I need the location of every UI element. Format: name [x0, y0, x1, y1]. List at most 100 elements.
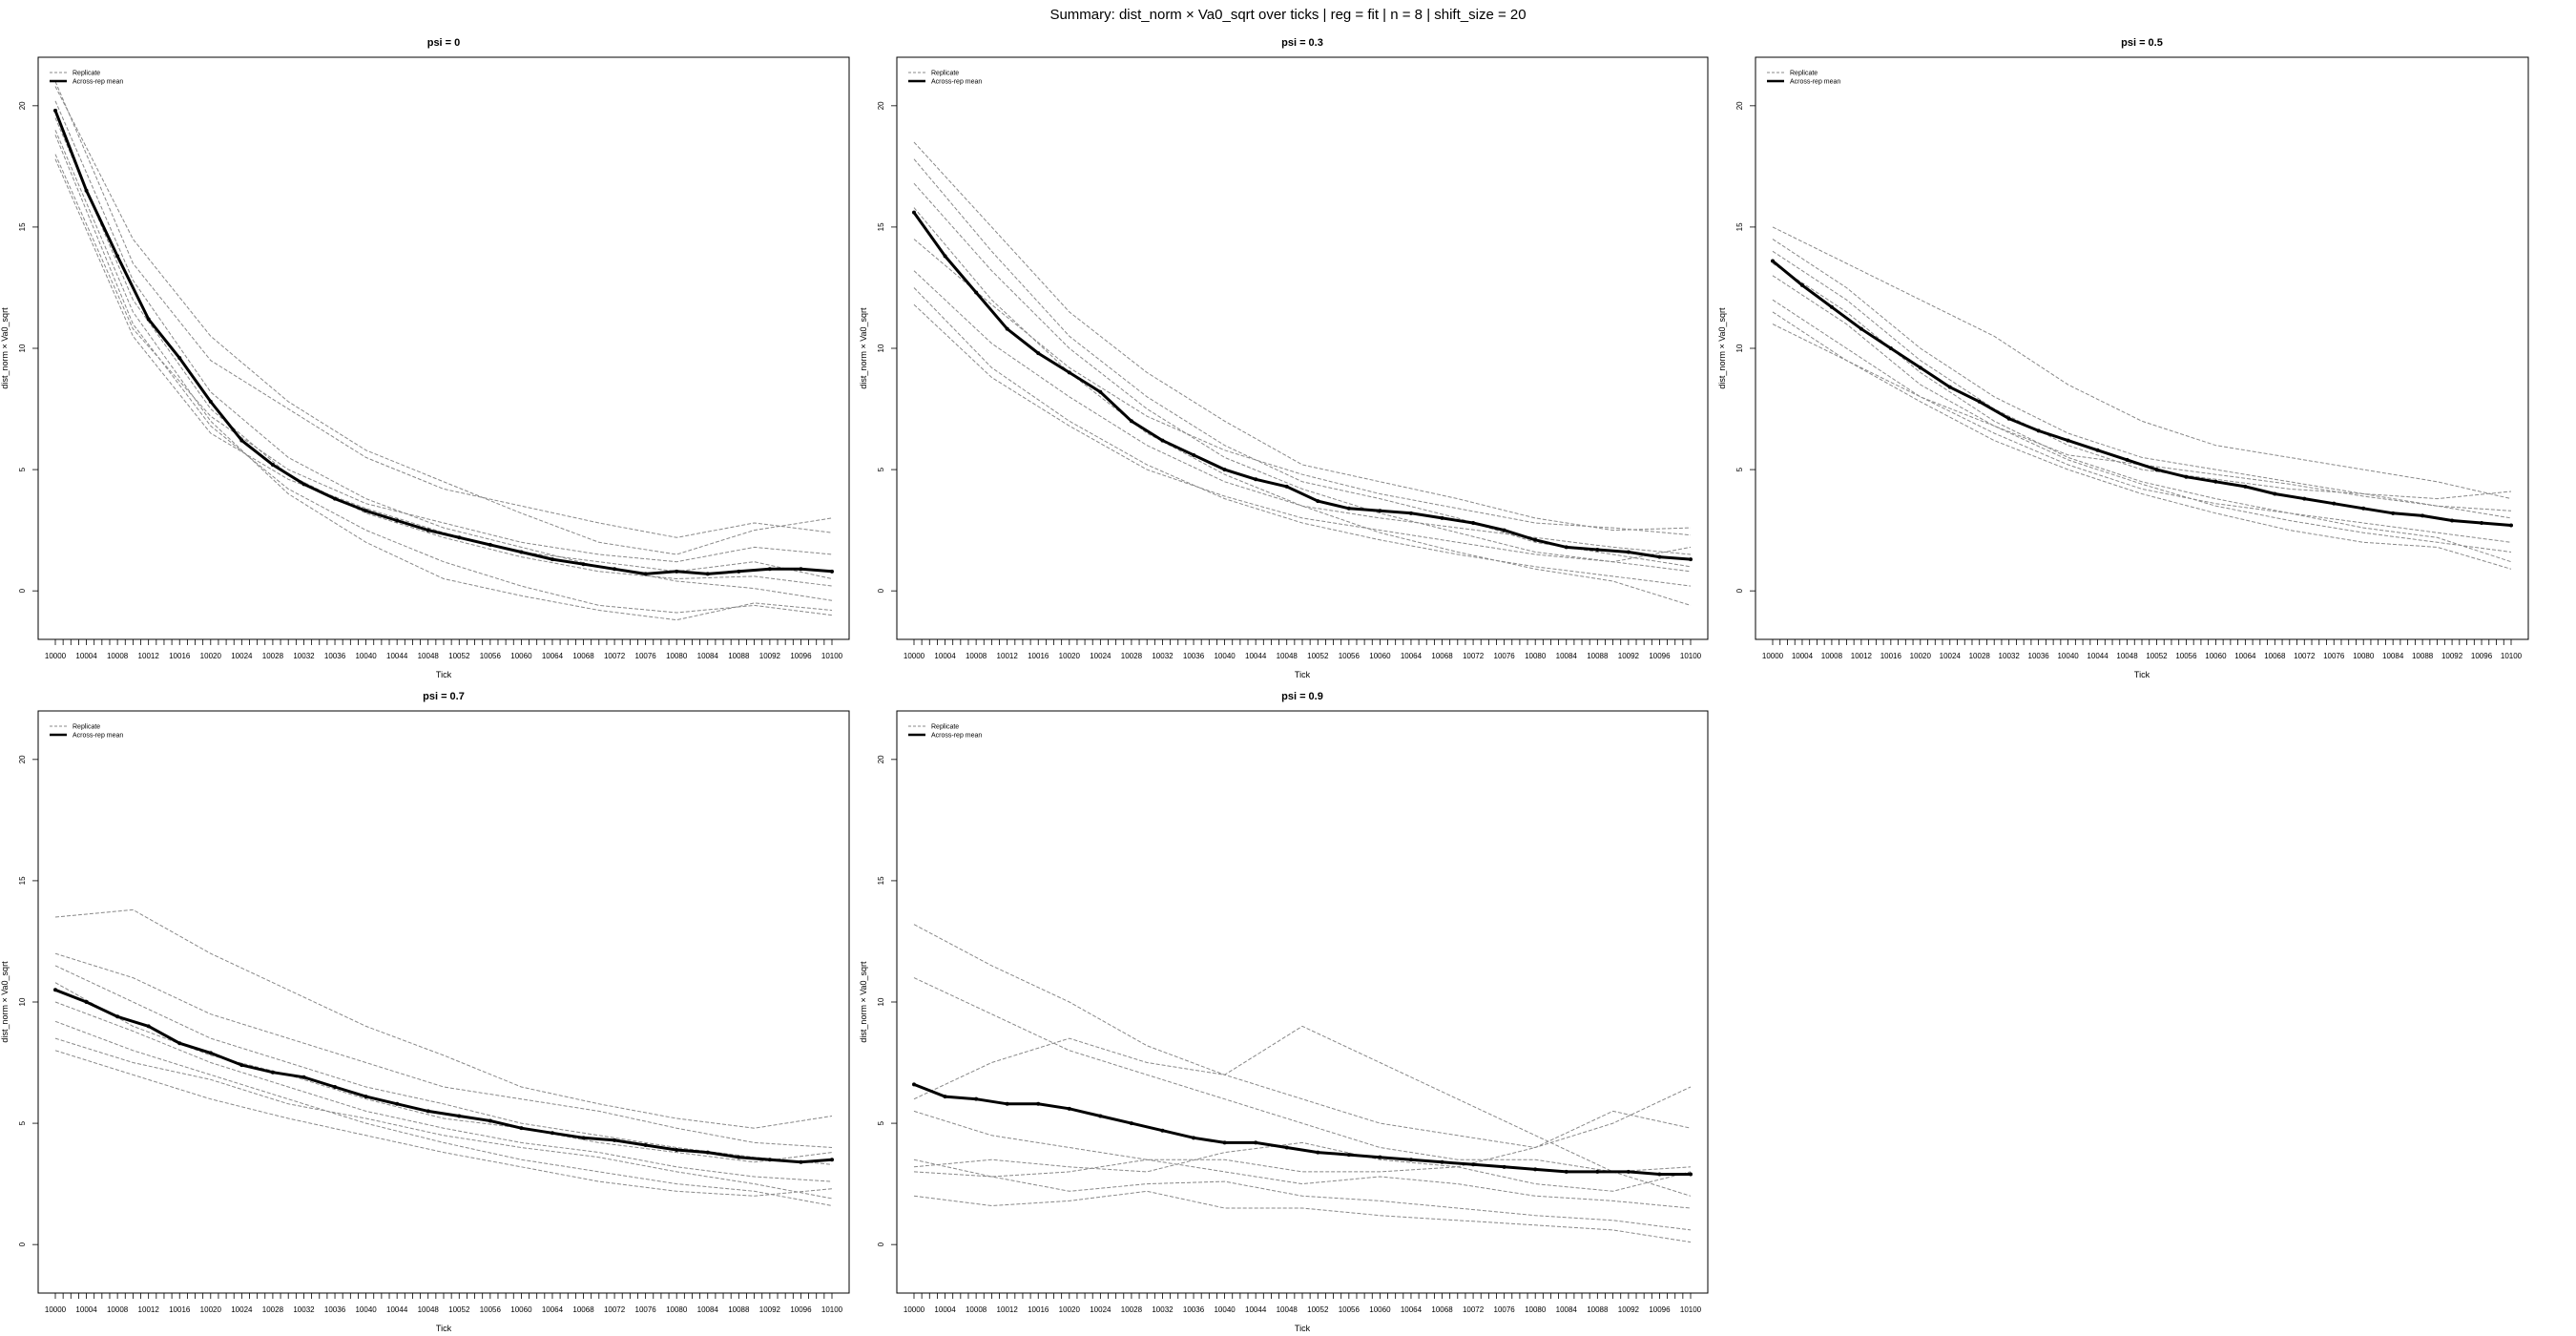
mean-line [53, 110, 833, 575]
x-tick-label: 10084 [1556, 1305, 1578, 1314]
mean-point [613, 567, 617, 572]
replicate-line [913, 924, 1692, 1149]
replicate-line [54, 1020, 833, 1206]
x-tick-label: 10000 [1762, 652, 1784, 660]
replicate-line [913, 141, 1692, 532]
mean-point [146, 1024, 151, 1029]
x-tick-label: 10016 [169, 1305, 191, 1314]
replicate-line [913, 1190, 1692, 1243]
mean-point [1471, 521, 1476, 525]
x-tick-label: 10016 [1028, 652, 1049, 660]
x-tick-label: 10000 [904, 652, 925, 660]
x-tick-label: 10036 [1183, 1305, 1205, 1314]
mean-point [270, 1070, 275, 1075]
y-axis-label: dist_norm × Va0_sqrt [859, 307, 868, 389]
mean-point [1254, 1140, 1258, 1145]
x-tick-label: 10072 [1463, 652, 1485, 660]
x-tick-label: 10008 [107, 1305, 129, 1314]
y-axis-label: dist_norm × Va0_sqrt [1717, 307, 1727, 389]
x-tick-label: 10016 [1028, 1305, 1049, 1314]
x-axis-label: Tick [2134, 670, 2150, 679]
series-group [53, 81, 834, 621]
mean-point [2420, 513, 2425, 518]
replicate-line [913, 1025, 1692, 1197]
x-tick-label: 10048 [1277, 652, 1298, 660]
mean-point [1067, 370, 1071, 375]
mean-point [613, 1138, 617, 1142]
mean-point [488, 1118, 492, 1123]
x-tick-label: 10040 [1214, 1305, 1236, 1314]
x-tick-label: 10076 [1494, 652, 1516, 660]
mean-point [1440, 515, 1444, 520]
x-tick-label: 10048 [418, 652, 440, 660]
mean-point [2243, 484, 2248, 489]
mean-point [1977, 399, 1982, 404]
x-tick-label: 10028 [262, 1305, 284, 1314]
legend-label: Across-rep mean [931, 79, 982, 86]
x-tick-label: 10088 [728, 652, 750, 660]
x-tick-label: 10064 [542, 1305, 564, 1314]
x-tick-label: 10000 [45, 652, 67, 660]
x-tick-label: 10008 [1821, 652, 1843, 660]
mean-point [1502, 1164, 1506, 1169]
mean-point [1346, 506, 1351, 511]
y-tick-label: 0 [877, 1242, 885, 1246]
legend-label: Across-rep mean [931, 733, 982, 740]
x-tick-label: 10060 [510, 1305, 532, 1314]
replicate-line [913, 1159, 1692, 1209]
replicate-line [1772, 299, 2512, 563]
replicate-line [1772, 239, 2512, 519]
x-tick-label: 10020 [1059, 652, 1081, 660]
mean-point [974, 1096, 979, 1101]
x-tick-label: 10012 [138, 652, 160, 660]
mean-point [2066, 438, 2070, 443]
mean-point [301, 1075, 306, 1079]
y-tick-label: 15 [18, 222, 27, 231]
mean-point [1160, 1128, 1165, 1133]
mean-point [2391, 511, 2396, 515]
legend-label: Replicate [73, 71, 100, 77]
replicate-line [54, 81, 833, 538]
replicate-line [913, 270, 1692, 555]
y-tick-label: 0 [18, 1242, 27, 1246]
mean-point [301, 482, 306, 487]
x-tick-label: 10080 [1525, 1305, 1547, 1314]
mean-point [457, 535, 462, 540]
replicate-line [913, 287, 1692, 587]
replicate-line [913, 239, 1692, 536]
mean-point [115, 254, 120, 259]
mean-point [1316, 1150, 1320, 1155]
mean-point [581, 1136, 586, 1140]
mean-point [1005, 326, 1009, 331]
x-axis-label: Tick [436, 1324, 452, 1333]
x-tick-label: 10028 [1121, 1305, 1143, 1314]
replicate-line [913, 303, 1692, 563]
mean-point [177, 356, 182, 361]
x-tick-label: 10060 [1369, 1305, 1391, 1314]
mean-point [1859, 326, 1863, 331]
mean-point [1192, 452, 1196, 457]
x-tick-label: 10100 [2501, 652, 2523, 660]
x-tick-label: 10084 [697, 652, 719, 660]
replicate-line [1772, 250, 2512, 500]
x-tick-label: 10100 [1680, 1305, 1702, 1314]
mean-point [1316, 499, 1320, 504]
legend-label: Replicate [1790, 71, 1818, 77]
x-tick-label: 10028 [1969, 652, 1991, 660]
mean-point [705, 1150, 710, 1155]
replicate-line [1772, 275, 2512, 553]
mean-point [333, 496, 338, 501]
y-tick-label: 15 [1735, 222, 1744, 231]
legend-label: Replicate [73, 724, 100, 731]
mean-point [1533, 1167, 1538, 1172]
x-tick-label: 10068 [572, 1305, 594, 1314]
x-tick-label: 10064 [542, 652, 564, 660]
mean-point [1689, 557, 1693, 562]
y-tick-label: 0 [877, 588, 885, 593]
x-tick-label: 10004 [75, 652, 97, 660]
mean-point [1829, 304, 1834, 309]
